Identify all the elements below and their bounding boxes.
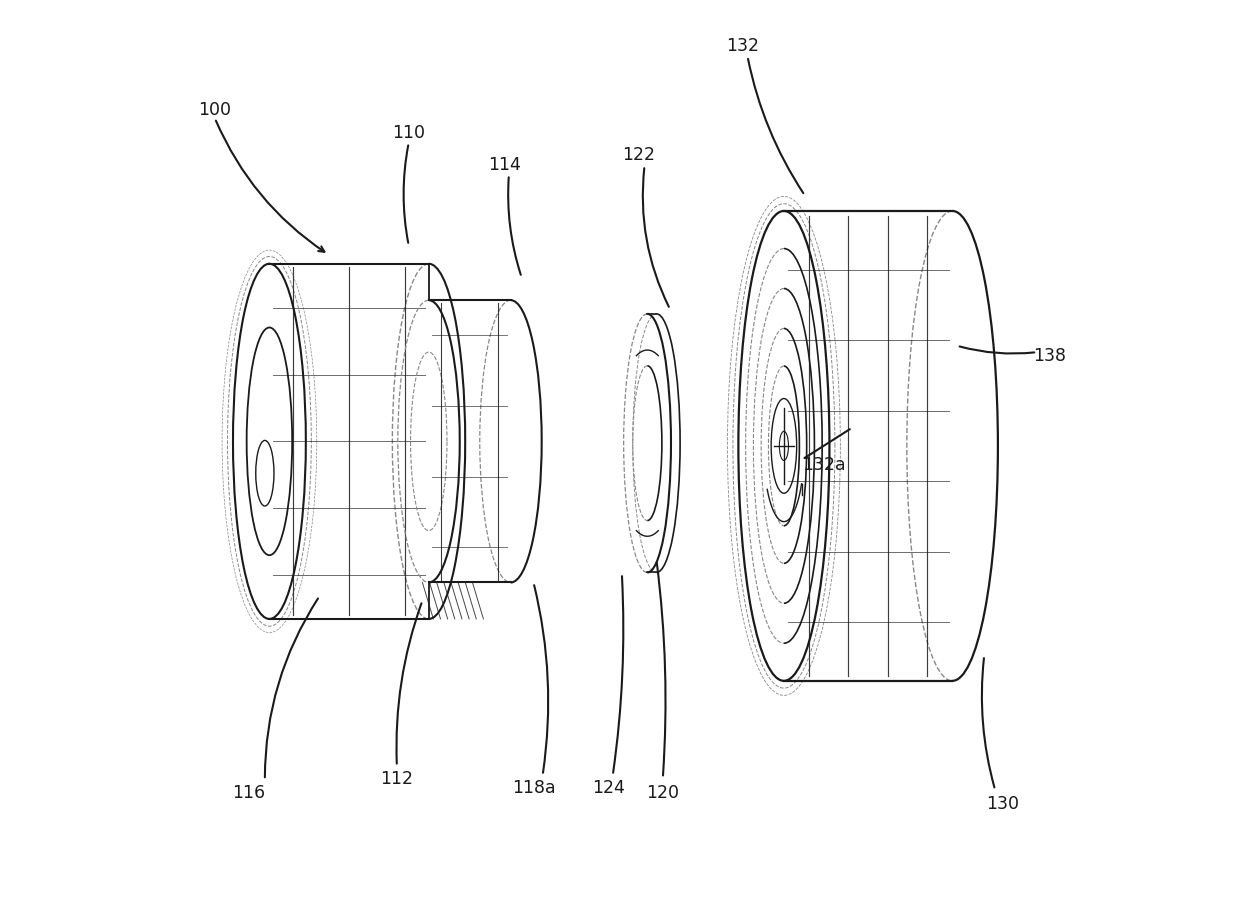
Text: 130: 130 — [986, 794, 1019, 812]
Text: 112: 112 — [381, 770, 413, 787]
Text: 120: 120 — [646, 783, 680, 801]
Text: 110: 110 — [392, 124, 425, 141]
Text: 116: 116 — [232, 783, 265, 801]
Text: 100: 100 — [198, 101, 232, 118]
Text: 114: 114 — [487, 156, 521, 173]
Text: 138: 138 — [1033, 346, 1066, 364]
Text: 118a: 118a — [512, 779, 556, 796]
Text: 124: 124 — [591, 779, 625, 796]
Text: 132: 132 — [727, 37, 759, 56]
Text: 122: 122 — [621, 147, 655, 164]
Text: 132a: 132a — [802, 456, 846, 474]
